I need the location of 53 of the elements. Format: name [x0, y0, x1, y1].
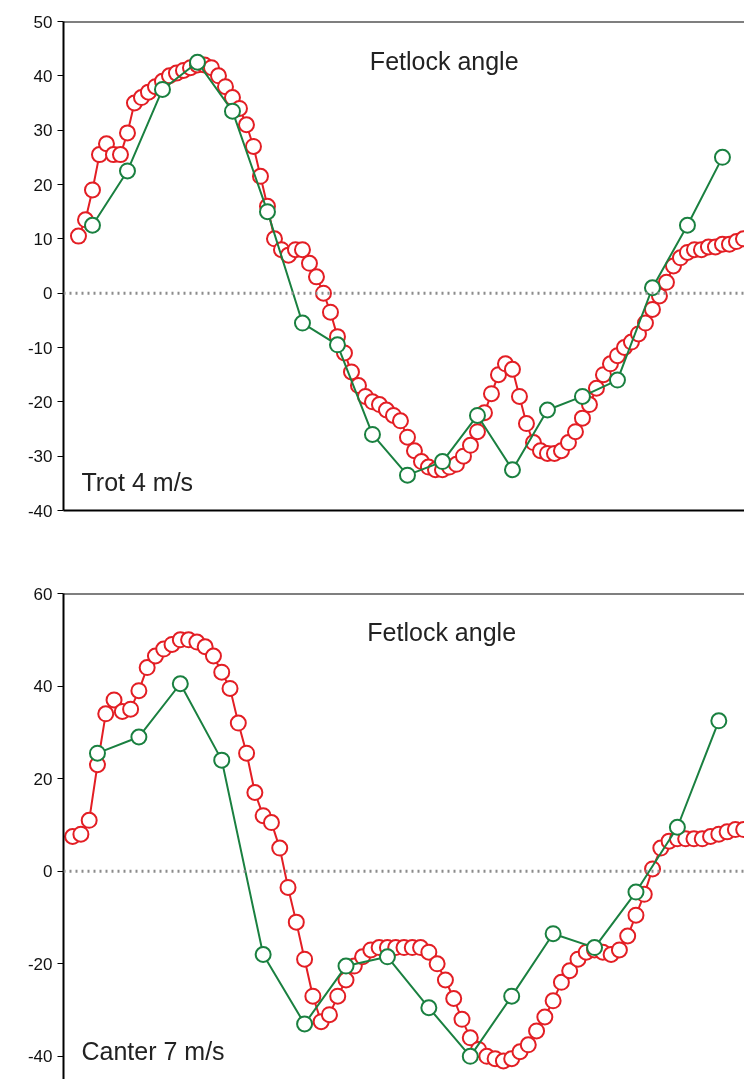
point — [678, 216, 696, 234]
y-tick-label: 60 — [33, 584, 53, 604]
text: Fetlock angle — [367, 618, 517, 647]
y-tick-label: -20 — [27, 954, 53, 974]
point — [420, 999, 438, 1017]
point — [328, 336, 346, 354]
point — [627, 883, 645, 901]
y-tick-label: 0 — [43, 284, 53, 304]
y-tick-label: -40 — [27, 501, 53, 521]
y-tick-label: 30 — [33, 121, 53, 141]
y-tick-label: -40 — [27, 1047, 53, 1067]
point — [337, 957, 355, 975]
y-tick-label: 0 — [43, 862, 53, 882]
annotation: Canter 7 m/s — [81, 1036, 225, 1065]
point — [213, 751, 231, 769]
point — [503, 461, 521, 479]
y-tick-label: 20 — [33, 175, 53, 195]
point — [223, 102, 241, 120]
y-tick-label: -20 — [27, 392, 53, 412]
y-tick-label: 50 — [33, 12, 53, 32]
point — [130, 728, 148, 746]
point — [254, 946, 272, 964]
point — [378, 948, 396, 966]
point — [83, 216, 101, 234]
y-tick-label: 20 — [33, 769, 53, 789]
point — [398, 466, 416, 484]
point — [713, 148, 731, 166]
y-tick-label: -30 — [27, 447, 53, 467]
point — [468, 406, 486, 424]
point — [668, 818, 686, 836]
point — [153, 80, 171, 98]
point — [503, 987, 521, 1005]
point — [293, 314, 311, 332]
y-tick-label: 40 — [33, 677, 53, 697]
point — [643, 279, 661, 297]
point — [258, 203, 276, 221]
y-tick-label: 10 — [33, 229, 53, 249]
point — [296, 1015, 314, 1033]
point — [538, 401, 556, 419]
text: Fetlock angle — [369, 46, 519, 75]
annotation: Trot 4 m/s — [81, 467, 194, 496]
point — [363, 425, 381, 443]
point — [710, 712, 728, 730]
point — [118, 162, 136, 180]
point — [544, 925, 562, 943]
point — [608, 371, 626, 389]
point — [171, 675, 189, 693]
point — [461, 1047, 479, 1065]
point — [433, 453, 451, 471]
point — [573, 387, 591, 405]
y-tick-label: 40 — [33, 66, 53, 86]
point — [88, 744, 106, 762]
y-tick-label: -10 — [27, 338, 53, 358]
